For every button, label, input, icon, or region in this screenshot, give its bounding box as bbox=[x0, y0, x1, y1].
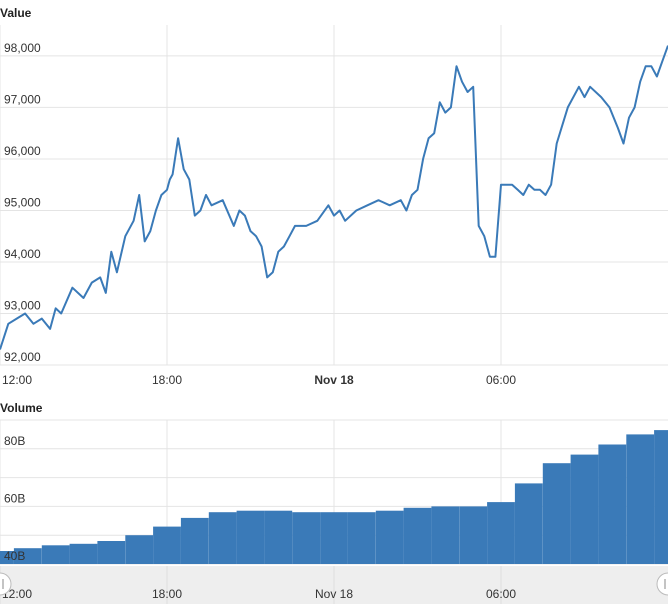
volume-bar bbox=[236, 510, 265, 564]
price-y-tick-label: 92,000 bbox=[4, 350, 41, 364]
navigator-x-axis: 12:00 18:00 Nov 18 06:00 bbox=[0, 566, 516, 604]
volume-bar bbox=[347, 512, 376, 564]
volume-bar bbox=[0, 551, 14, 564]
volume-bar bbox=[403, 507, 432, 564]
price-x-tick-label: 06:00 bbox=[486, 373, 516, 387]
volume-bar bbox=[570, 454, 599, 564]
volume-bar bbox=[459, 506, 488, 564]
price-x-tick-label: 18:00 bbox=[152, 373, 182, 387]
volume-bar bbox=[514, 483, 543, 564]
volume-y-axis: 40B 60B 80B bbox=[4, 434, 25, 563]
volume-panel-title: Volume bbox=[0, 401, 43, 415]
price-y-axis: 92,000 93,000 94,000 95,000 96,000 97,000 98,0… bbox=[4, 41, 41, 364]
volume-bar bbox=[13, 548, 42, 564]
volume-bars bbox=[0, 430, 668, 564]
volume-bar bbox=[97, 541, 126, 564]
navigator-right-handle[interactable] bbox=[656, 572, 668, 596]
price-x-tick-label: 12:00 bbox=[2, 373, 32, 387]
volume-y-tick-label: 40B bbox=[4, 549, 25, 563]
volume-bar bbox=[153, 526, 181, 564]
volume-bar bbox=[487, 502, 515, 564]
volume-bar bbox=[208, 512, 237, 564]
navigator-x-tick-label: 06:00 bbox=[486, 587, 516, 601]
price-y-tick-label: 98,000 bbox=[4, 41, 41, 55]
navigator-x-tick-label: 12:00 bbox=[2, 587, 32, 601]
volume-bar bbox=[180, 517, 209, 564]
price-grid bbox=[0, 25, 668, 366]
volume-bar bbox=[292, 512, 320, 564]
price-panel-title: Value bbox=[0, 6, 32, 20]
volume-bar bbox=[654, 430, 668, 564]
price-x-tick-label: Nov 18 bbox=[314, 373, 354, 387]
volume-bar bbox=[431, 506, 460, 564]
volume-bar bbox=[264, 510, 293, 564]
volume-bar bbox=[542, 463, 571, 564]
price-y-tick-label: 96,000 bbox=[4, 144, 41, 158]
volume-bar bbox=[41, 545, 70, 564]
volume-bar bbox=[598, 444, 627, 564]
navigator-left-handle[interactable] bbox=[0, 572, 12, 596]
price-y-tick-label: 95,000 bbox=[4, 195, 41, 209]
volume-bar bbox=[320, 512, 348, 564]
price-panel: Value 92,000 93,000 94,000 95,000 96,000 97,0… bbox=[0, 6, 668, 387]
price-y-tick-label: 94,000 bbox=[4, 247, 41, 261]
price-y-tick-label: 97,000 bbox=[4, 92, 41, 106]
volume-bar bbox=[375, 510, 404, 564]
volume-bar bbox=[69, 543, 98, 564]
price-series-line bbox=[0, 45, 668, 350]
volume-panel: Volume 40B 60B 80B bbox=[0, 401, 668, 565]
navigator-x-tick-label: 18:00 bbox=[152, 587, 182, 601]
navigator-x-tick-label: Nov 18 bbox=[315, 587, 353, 601]
price-y-tick-label: 93,000 bbox=[4, 298, 41, 312]
price-x-axis: 12:00 18:00 Nov 18 06:00 bbox=[2, 373, 516, 387]
navigator[interactable]: 12:00 18:00 Nov 18 06:00 bbox=[0, 566, 668, 604]
volume-y-tick-label: 80B bbox=[4, 434, 25, 448]
volume-bar bbox=[626, 434, 655, 564]
volume-bar bbox=[125, 535, 154, 564]
volume-y-tick-label: 60B bbox=[4, 491, 25, 505]
